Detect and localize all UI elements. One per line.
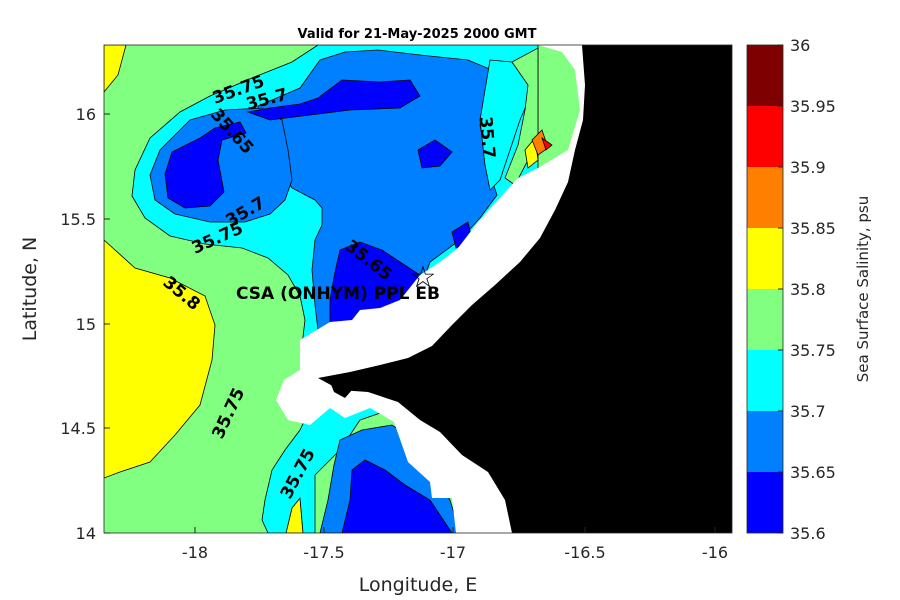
map-title: Valid for 21-May-2025 2000 GMT: [298, 27, 537, 42]
colorbar-swatch: [747, 228, 783, 289]
salinity-band-35-6-eddy: [164, 121, 247, 209]
x-axis-label: Longitude, E: [359, 574, 478, 596]
x-axis: -18 -17.5 -17 -16.5 -16: [182, 527, 728, 562]
colorbar-ticks: 36 35.95 35.9 35.85 35.8 35.75 35.7 35.65 35.6: [778, 36, 836, 543]
x-tick-label: -17.5: [303, 543, 344, 562]
colorbar-tick-label: 35.65: [790, 463, 836, 482]
x-tick-label: -17: [440, 543, 466, 562]
station-label: CSA (ONHYM) PPL EB: [236, 284, 440, 304]
colorbar-swatch: [747, 472, 783, 533]
colorbar-tick-label: 35.75: [790, 341, 836, 360]
colorbar-swatch: [747, 45, 783, 106]
colorbar-swatch: [747, 106, 783, 167]
colorbar: [746, 44, 784, 534]
y-tick-label: 14.5: [60, 419, 96, 438]
colorbar-tick-label: 35.95: [790, 97, 836, 116]
contour-label: 35.7: [475, 116, 499, 160]
colorbar-tick-label: 35.8: [790, 280, 826, 299]
colorbar-swatch: [747, 411, 783, 472]
colorbar-label: Sea Surface Salinity, psu: [854, 196, 872, 382]
salinity-band-35-8-north: [104, 45, 127, 93]
island-icon: [330, 376, 352, 398]
map-plot-area: [104, 45, 732, 533]
y-axis: 16 15.5 15 14.5 14: [60, 105, 110, 543]
plot-frame: [103, 44, 733, 534]
colorbar-tick-label: 35.7: [790, 402, 826, 421]
salinity-band-35-6-north: [246, 79, 421, 121]
colorbar-tick-label: 35.9: [790, 158, 826, 177]
y-axis-label: Latitude, N: [19, 237, 41, 342]
colorbar-tick-label: 36: [790, 36, 810, 55]
salinity-band-35-8-west: [104, 239, 216, 479]
colorbar-tick-label: 35.6: [790, 524, 826, 543]
station-star-icon: ☆: [410, 260, 437, 295]
land-black: [318, 45, 732, 533]
y-tick-label: 15: [76, 315, 96, 334]
colorbar-tick-label: 35.85: [790, 219, 836, 238]
colorbar-swatch: [747, 167, 783, 228]
x-tick-label: -16: [702, 543, 728, 562]
y-tick-label: 15.5: [60, 210, 96, 229]
y-tick-label: 16: [76, 105, 96, 124]
y-tick-label: 14: [76, 524, 96, 543]
colorbar-swatch: [747, 350, 783, 411]
salinity-band-35-9-coast: [541, 136, 553, 151]
colorbar-swatch: [747, 289, 783, 350]
x-tick-label: -16.5: [564, 543, 605, 562]
salinity-band-35-6-patch: [417, 139, 453, 169]
salinity-band-35-6-south: [341, 459, 453, 533]
x-tick-label: -18: [182, 543, 208, 562]
